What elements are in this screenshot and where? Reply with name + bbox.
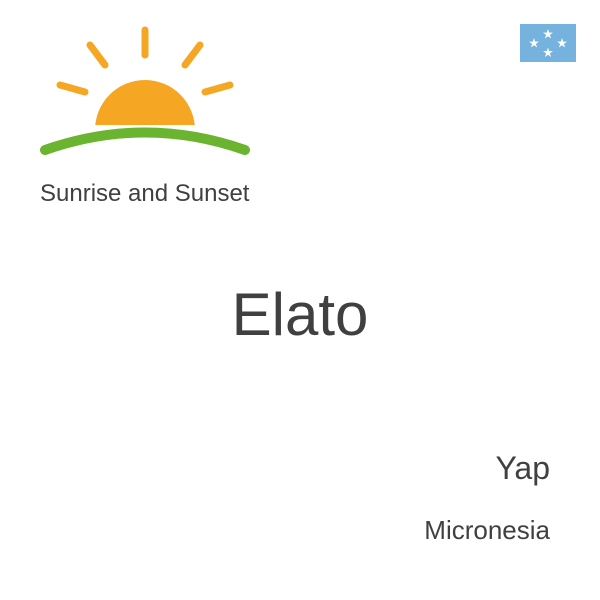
micronesia-flag-icon (520, 24, 576, 62)
tagline-text: Sunrise and Sunset (40, 180, 249, 208)
country-text: Micronesia (424, 515, 550, 546)
location-title: Elato (0, 280, 600, 349)
region-text: Yap (495, 450, 550, 487)
sunrise-sunset-logo (30, 20, 260, 190)
